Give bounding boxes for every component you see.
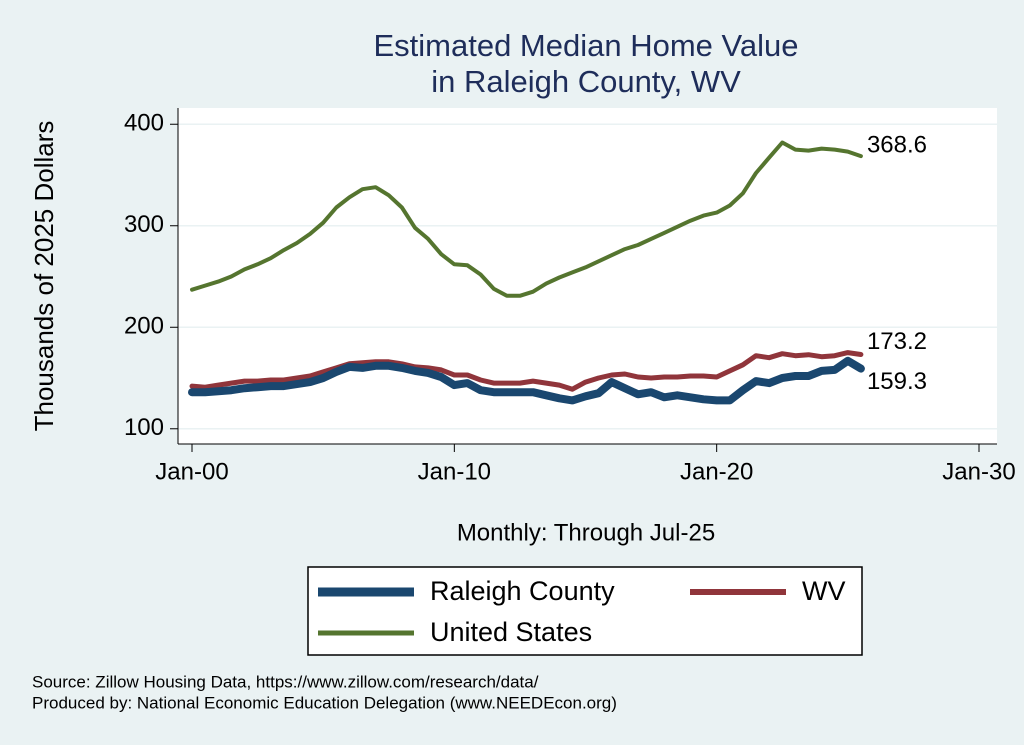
y-tick-label: 200: [124, 313, 164, 340]
legend-label: WV: [802, 576, 846, 606]
chart-title: Estimated Median Home Value: [373, 28, 798, 63]
x-axis-title: Monthly: Through Jul-25: [457, 519, 715, 546]
chart-title: in Raleigh County, WV: [431, 64, 741, 99]
legend-label: United States: [430, 617, 592, 647]
y-tick-label: 100: [124, 414, 164, 441]
series-line: [188, 356, 865, 405]
footnote: Produced by: National Economic Education…: [32, 693, 617, 712]
legend: [307, 566, 863, 656]
end-label: 173.2: [867, 328, 927, 355]
series-line: [190, 140, 863, 298]
plot-area: [178, 108, 997, 444]
end-label: 368.6: [867, 131, 927, 158]
y-tick-label: 300: [124, 211, 164, 238]
series-line: [189, 350, 864, 392]
x-tick-label: Jan-30: [942, 458, 1015, 485]
footnote: Source: Zillow Housing Data, https://www…: [32, 672, 539, 691]
y-axis-title: Thousands of 2025 Dollars: [29, 121, 59, 432]
x-tick-label: Jan-10: [418, 458, 491, 485]
x-tick-label: Jan-20: [680, 458, 753, 485]
end-label: 159.3: [867, 368, 927, 395]
x-tick-label: Jan-00: [155, 458, 228, 485]
legend-label: Raleigh County: [430, 576, 615, 606]
y-tick-label: 400: [124, 110, 164, 137]
